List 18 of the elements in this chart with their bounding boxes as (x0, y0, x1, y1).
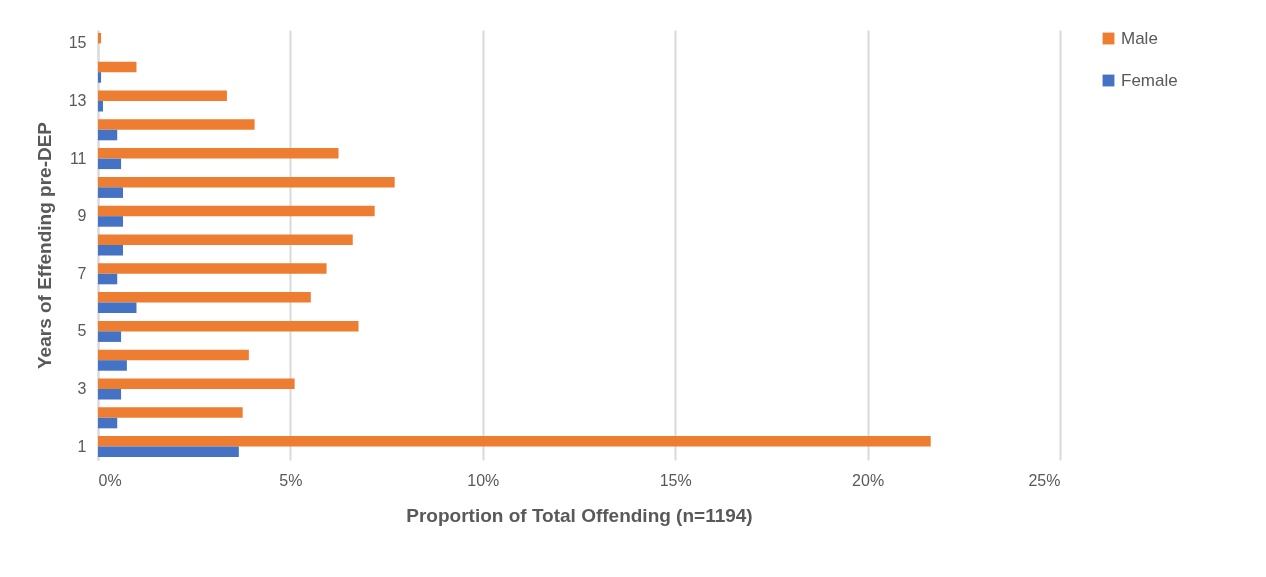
legend-label: Male (1121, 28, 1158, 48)
y-axis-title: Years of Effending pre-DEP (33, 121, 55, 370)
x-tick-label: 0% (98, 471, 122, 489)
y-tick-label: 7 (77, 264, 87, 282)
y-tick-label: 1 (77, 437, 87, 455)
x-tick-label: 25% (1028, 471, 1061, 489)
x-axis-title: Proportion of Total Offending (n=1194) (406, 504, 753, 526)
y-tick-label: 3 (77, 380, 87, 398)
y-tick-label: 5 (77, 322, 87, 340)
x-tick-label: 20% (852, 471, 885, 489)
x-tick-label: 5% (279, 471, 303, 489)
legend-label: Female (1121, 70, 1178, 90)
y-tick-label: 15 (68, 34, 87, 52)
x-tick-label: 10% (467, 471, 500, 489)
x-tick-label: 15% (659, 471, 692, 489)
y-tick-label: 9 (77, 207, 87, 225)
y-tick-label: 11 (69, 149, 87, 167)
y-tick-label: 13 (68, 91, 87, 109)
